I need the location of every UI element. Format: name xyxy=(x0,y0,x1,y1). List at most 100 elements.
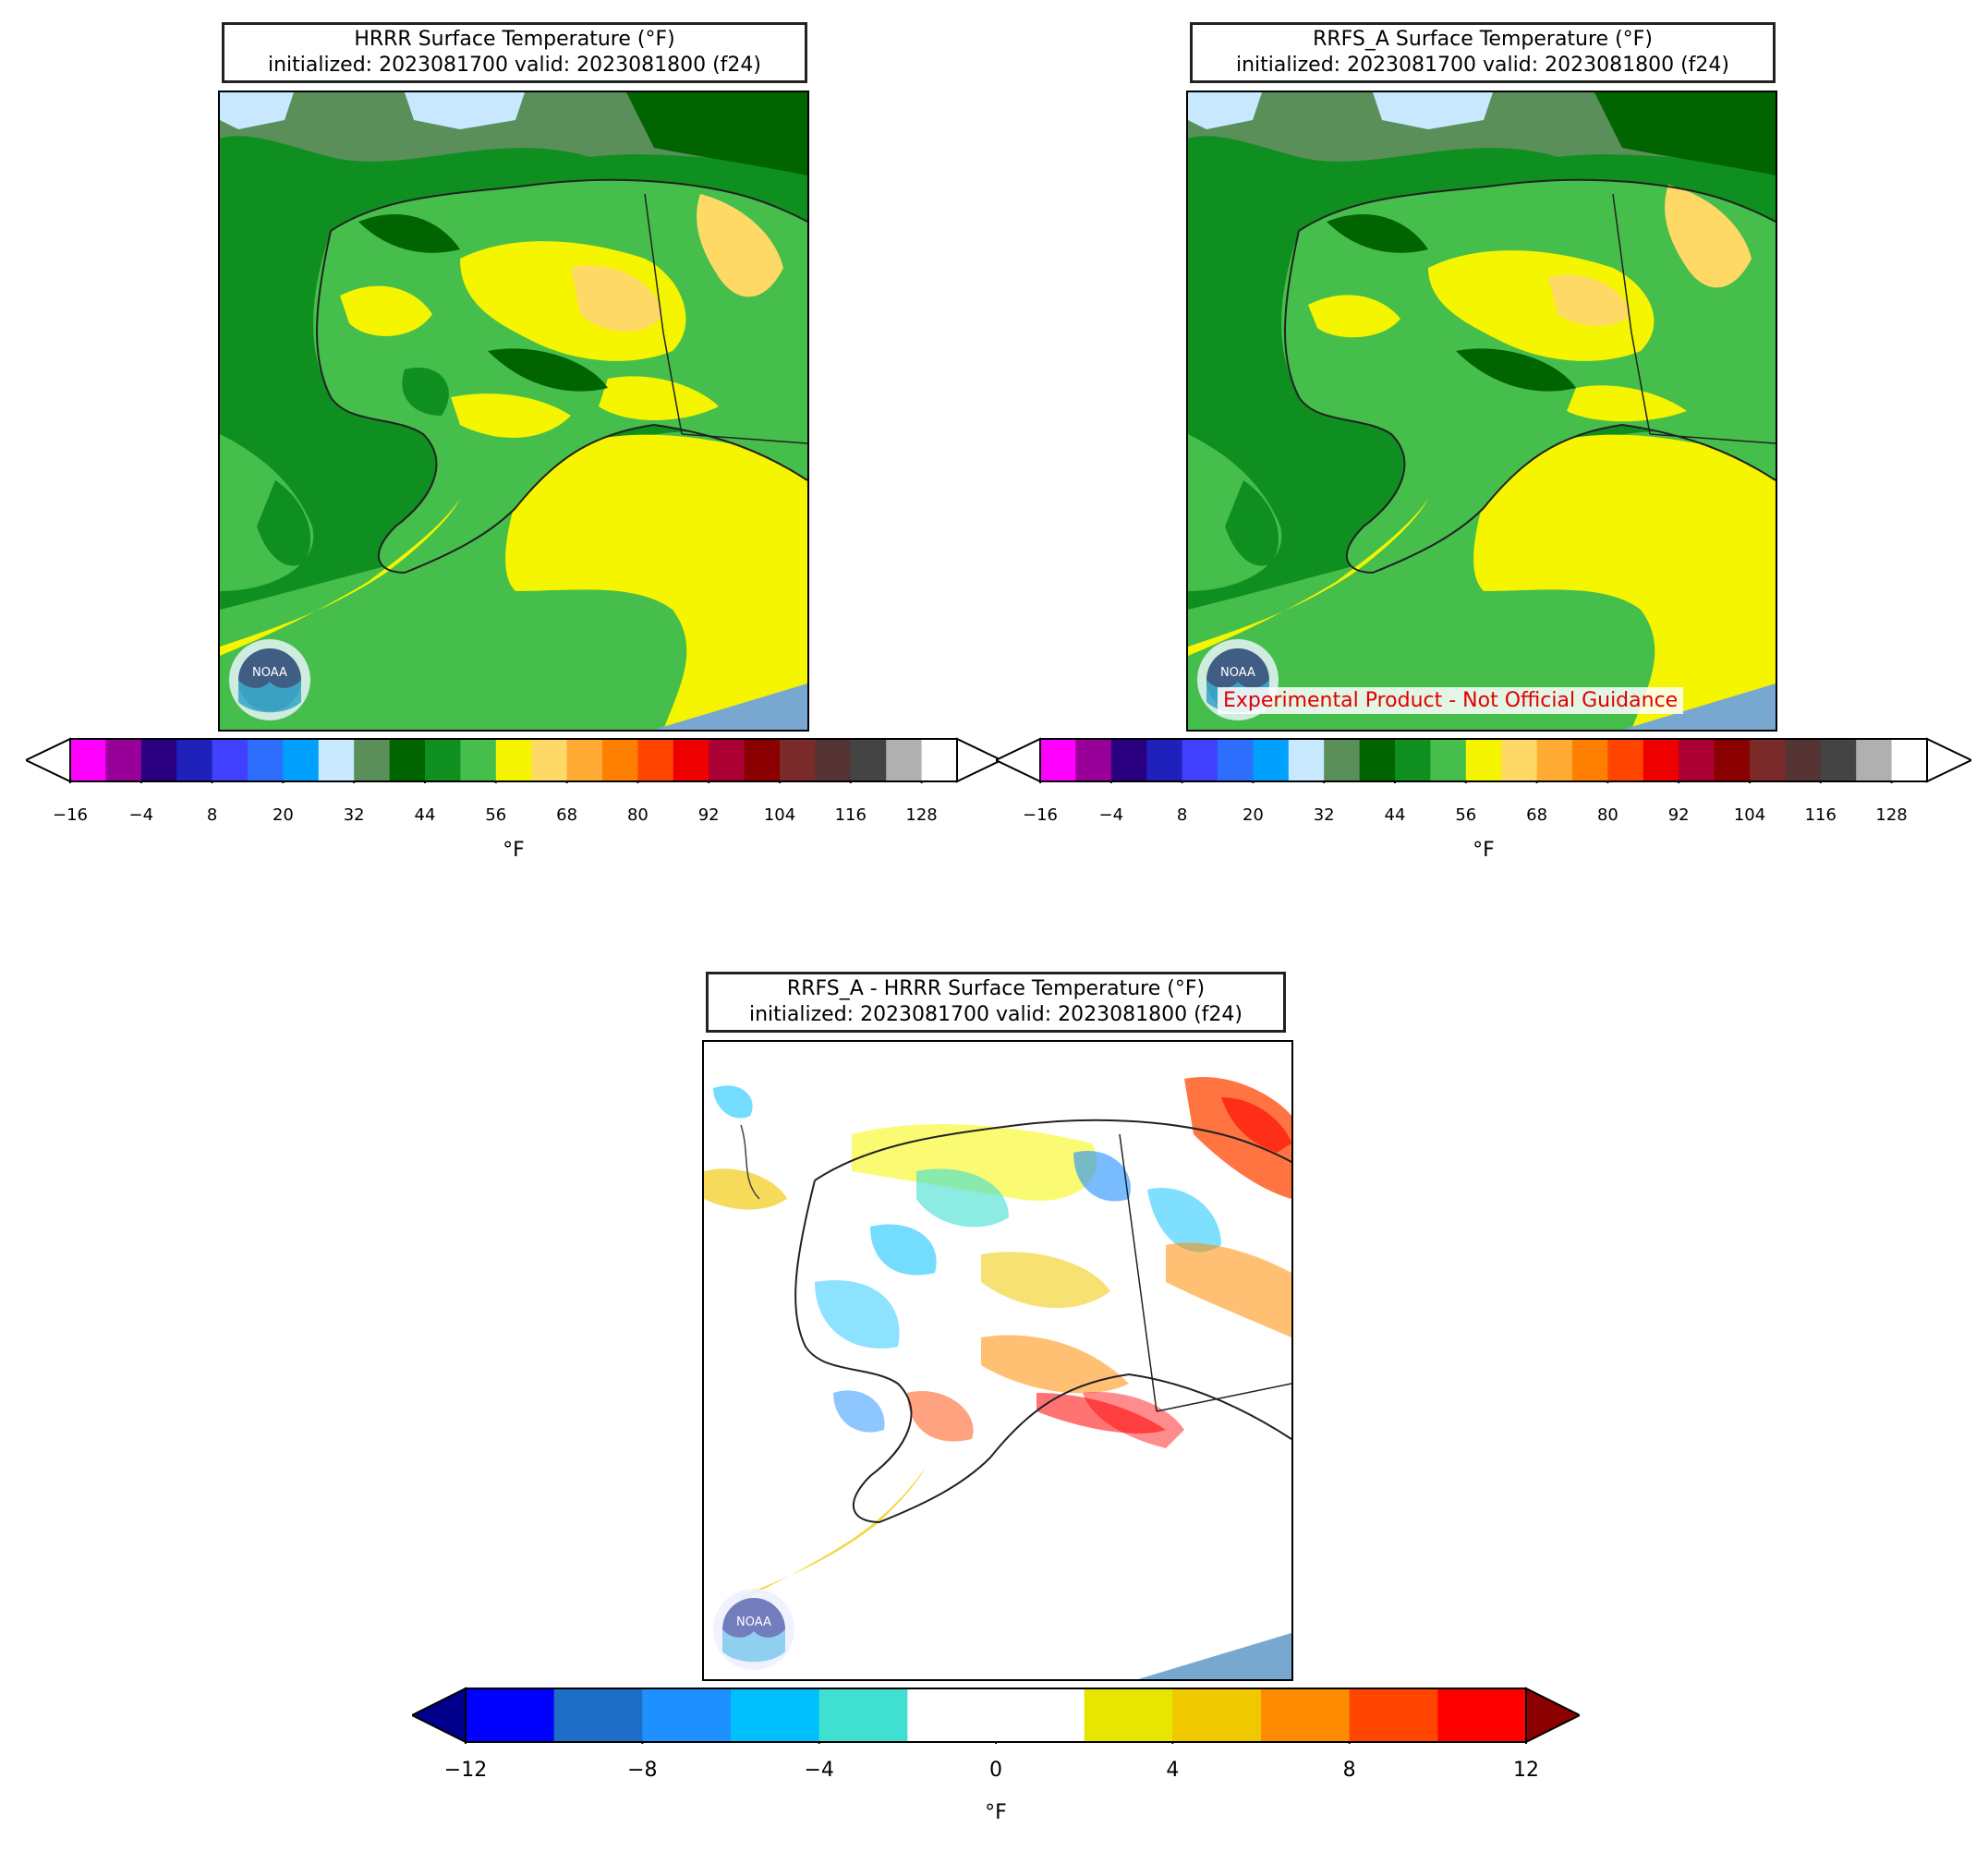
diff-logo-text: NOAA xyxy=(736,1615,771,1629)
colorbar-segment xyxy=(425,739,461,781)
colorbar-segment xyxy=(907,1688,997,1742)
colorbar-tick-label: 128 xyxy=(1875,805,1908,825)
rrfs-title: RRFS_A Surface Temperature (°F) initiali… xyxy=(1190,22,1776,83)
colorbar-tick-label: 4 xyxy=(1166,1759,1180,1782)
hrrr-title-line2: initialized: 2023081700 valid: 202308180… xyxy=(268,54,761,77)
colorbar-segment xyxy=(1182,739,1218,781)
colorbar-segment xyxy=(1253,739,1290,781)
colorbar-tick-label: 128 xyxy=(905,805,938,825)
colorbar-tick-label: 92 xyxy=(1667,805,1690,825)
colorbar-segment xyxy=(460,739,497,781)
diff-title-line1: RRFS_A - HRRR Surface Temperature (°F) xyxy=(786,977,1206,1000)
colorbar-tick-label: 44 xyxy=(414,805,436,825)
colorbar-segment xyxy=(566,739,603,781)
rrfs-colorbar-svg xyxy=(993,737,1974,783)
colorbar-segment xyxy=(495,739,532,781)
colorbar-segment xyxy=(886,739,923,781)
colorbar-segment xyxy=(531,739,568,781)
colorbar-tick-label: −4 xyxy=(128,805,154,825)
diff-colorbar xyxy=(409,1687,1582,1744)
colorbar-segment xyxy=(1395,739,1431,781)
colorbar-tick-label: 8 xyxy=(1176,805,1188,825)
colorbar-segment xyxy=(850,739,887,781)
rrfs-colorbar xyxy=(993,737,1974,783)
colorbar-segment xyxy=(1465,739,1502,781)
hrrr-colorbar-svg xyxy=(23,737,1004,783)
colorbar-segment xyxy=(1084,1688,1173,1742)
colorbar-tick-label: 0 xyxy=(989,1759,1002,1782)
colorbar-tick-label: 68 xyxy=(556,805,578,825)
diff-colorbar-svg xyxy=(409,1687,1582,1744)
colorbar-segment xyxy=(815,739,852,781)
colorbar-segment xyxy=(744,739,781,781)
colorbar-tick-label: 12 xyxy=(1513,1759,1539,1782)
diff-map: NOAA xyxy=(702,1040,1293,1681)
colorbar-tick-label: 116 xyxy=(1804,805,1836,825)
colorbar-tick-label: 104 xyxy=(1733,805,1766,825)
colorbar-segment xyxy=(673,739,709,781)
colorbar-max-extend xyxy=(956,737,1004,783)
diff-colorbar-unit: °F xyxy=(985,1801,1007,1824)
colorbar-segment xyxy=(1820,739,1857,781)
experimental-watermark: Experimental Product - Not Official Guid… xyxy=(1218,687,1684,714)
rrfs-colorbar-unit: °F xyxy=(1473,839,1495,862)
colorbar-segment xyxy=(1891,739,1928,781)
colorbar-tick-label: 20 xyxy=(272,805,294,825)
noaa-logo-icon: NOAA xyxy=(711,1587,796,1672)
colorbar-segment xyxy=(1075,739,1112,781)
colorbar-segment xyxy=(1856,739,1893,781)
colorbar-tick-label: 32 xyxy=(343,805,365,825)
colorbar-min-extend xyxy=(23,737,71,783)
colorbar-segment xyxy=(1359,739,1396,781)
colorbar-segment xyxy=(176,739,213,781)
colorbar-segment xyxy=(466,1688,555,1742)
colorbar-segment xyxy=(637,739,674,781)
colorbar-segment xyxy=(818,1688,908,1742)
colorbar-segment xyxy=(1288,739,1325,781)
colorbar-tick-label: 80 xyxy=(626,805,649,825)
colorbar-frame xyxy=(1039,738,1928,782)
colorbar-tick-label: 56 xyxy=(1455,805,1477,825)
colorbar-segment xyxy=(105,739,142,781)
colorbar-segment xyxy=(283,739,320,781)
colorbar-segment xyxy=(553,1688,643,1742)
colorbar-segment xyxy=(1430,739,1467,781)
colorbar-segment xyxy=(1172,1688,1262,1742)
colorbar-tick-label: 116 xyxy=(834,805,867,825)
colorbar-segment xyxy=(1536,739,1573,781)
colorbar-tick-label: 44 xyxy=(1384,805,1406,825)
colorbar-max-extend xyxy=(1525,1687,1582,1744)
colorbar-segment xyxy=(921,739,958,781)
colorbar-tick-label: 104 xyxy=(763,805,796,825)
colorbar-segment xyxy=(1110,739,1147,781)
colorbar-segment xyxy=(1679,739,1715,781)
rrfs-title-line1: RRFS_A Surface Temperature (°F) xyxy=(1313,28,1653,51)
colorbar-segment xyxy=(1750,739,1786,781)
colorbar-tick-label: −8 xyxy=(627,1759,658,1782)
colorbar-segment xyxy=(1785,739,1822,781)
colorbar-segment xyxy=(1349,1688,1438,1742)
rrfs-logo-text: NOAA xyxy=(1220,666,1255,680)
colorbar-tick-label: 32 xyxy=(1313,805,1335,825)
colorbar-tick-label: 56 xyxy=(485,805,507,825)
hrrr-colorbar xyxy=(23,737,1004,783)
colorbar-segment xyxy=(731,1688,820,1742)
colorbar-segment xyxy=(1324,739,1361,781)
colorbar-segment xyxy=(1607,739,1644,781)
colorbar-min-extend xyxy=(993,737,1041,783)
colorbar-segment xyxy=(1572,739,1608,781)
colorbar-tick-label: −16 xyxy=(1023,805,1058,825)
rrfs-map: NOAA Experimental Product - Not Official… xyxy=(1186,91,1777,732)
colorbar-segment xyxy=(389,739,426,781)
colorbar-segment xyxy=(602,739,638,781)
colorbar-segment xyxy=(1643,739,1679,781)
colorbar-segment xyxy=(140,739,177,781)
colorbar-segment xyxy=(1714,739,1751,781)
hrrr-map: NOAA xyxy=(218,91,809,732)
hrrr-title: HRRR Surface Temperature (°F) initialize… xyxy=(222,22,807,83)
colorbar-segment xyxy=(70,739,106,781)
colorbar-frame xyxy=(69,738,958,782)
hrrr-colorbar-unit: °F xyxy=(503,839,525,862)
colorbar-min-extend xyxy=(409,1687,467,1744)
colorbar-segment xyxy=(318,739,355,781)
